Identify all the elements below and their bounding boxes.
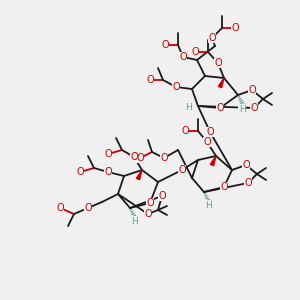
Text: O: O <box>84 203 92 213</box>
Text: O: O <box>144 209 152 219</box>
Text: O: O <box>250 103 258 113</box>
Text: O: O <box>104 167 112 177</box>
Text: O: O <box>104 149 112 159</box>
Text: O: O <box>214 58 222 68</box>
Text: O: O <box>203 137 211 147</box>
Text: O: O <box>248 85 256 95</box>
Text: O: O <box>160 153 168 163</box>
Text: O: O <box>146 75 154 85</box>
Text: O: O <box>179 52 187 62</box>
Text: H: H <box>205 200 212 209</box>
Text: O: O <box>178 165 186 175</box>
Text: O: O <box>172 82 180 92</box>
Text: O: O <box>181 126 189 136</box>
Text: O: O <box>161 40 169 50</box>
Text: H: H <box>238 104 245 113</box>
Text: O: O <box>130 152 138 162</box>
Polygon shape <box>210 156 216 166</box>
Text: H: H <box>184 103 191 112</box>
Text: O: O <box>146 198 154 208</box>
Text: O: O <box>158 191 166 201</box>
Text: H: H <box>130 217 137 226</box>
Text: O: O <box>231 23 239 33</box>
Text: O: O <box>136 153 144 163</box>
Text: O: O <box>244 178 252 188</box>
Text: O: O <box>220 182 228 192</box>
Text: O: O <box>216 103 224 113</box>
Text: O: O <box>191 47 199 57</box>
Polygon shape <box>218 78 224 88</box>
Text: O: O <box>208 33 216 43</box>
Text: O: O <box>76 167 84 177</box>
Text: O: O <box>206 127 214 137</box>
Polygon shape <box>136 170 142 180</box>
Text: O: O <box>56 203 64 213</box>
Text: O: O <box>242 160 250 170</box>
